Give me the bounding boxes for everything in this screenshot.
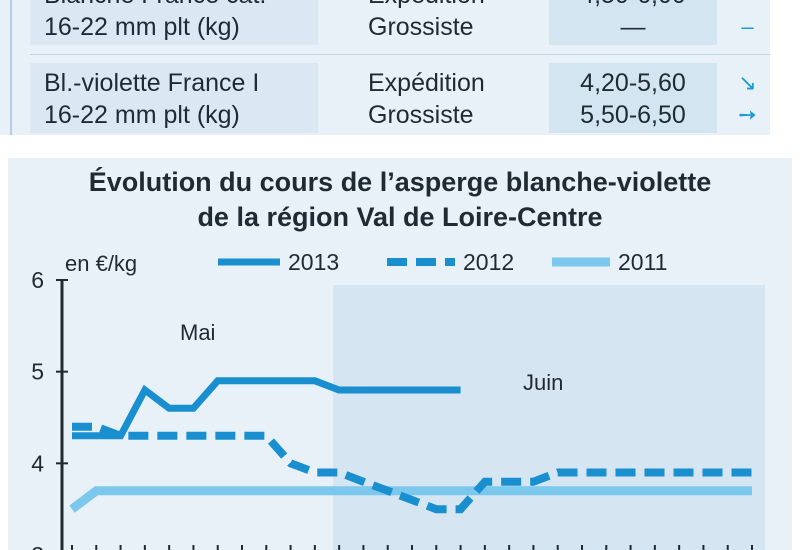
price-value: 4,50-6,00 xyxy=(549,0,717,11)
y-axis-label: en €/kg xyxy=(65,251,137,276)
row-divider xyxy=(30,54,770,55)
product-cell: Blanche France cat. 16-22 mm plt (kg) xyxy=(30,0,318,45)
period-label-juin: Juin xyxy=(523,370,563,395)
trend-cell: ↘ ➙ xyxy=(725,63,770,133)
series-line-2011 xyxy=(69,486,752,513)
table-row: Blanche France cat. 16-22 mm plt (kg) Ex… xyxy=(0,0,770,45)
table-left-edge xyxy=(10,0,12,135)
trend-dash-icon: – xyxy=(741,14,754,39)
y-tick-label: 5 xyxy=(31,359,44,385)
series-line-2012 xyxy=(72,422,752,514)
price-value: — xyxy=(620,13,646,41)
stage-cell: Expédition Grossiste xyxy=(330,0,540,45)
series-line-2013 xyxy=(72,377,461,440)
stage-label: Grossiste xyxy=(368,101,474,129)
price-cell: 4,20-5,60 5,50-6,50 xyxy=(549,63,717,133)
chart-title-line: de la région Val de Loire-Centre xyxy=(197,202,603,232)
trend-arrow-icon: ➙ xyxy=(738,102,757,127)
y-tick-label: 4 xyxy=(31,450,44,476)
price-value: 5,50-6,50 xyxy=(580,101,686,129)
product-caliber: 16-22 mm plt (kg) xyxy=(44,13,240,41)
table-row: Bl.-violette France I 16-22 mm plt (kg) … xyxy=(0,63,770,133)
stage-label: Expédition xyxy=(368,69,485,97)
product-caliber: 16-22 mm plt (kg) xyxy=(44,101,240,129)
chart-title-line: Évolution du cours de l’asperge blanche-… xyxy=(88,167,712,197)
price-cell: 4,50-6,00 — xyxy=(549,0,717,45)
trend-cell: ➙ – xyxy=(725,0,770,45)
chart-title: Évolution du cours de l’asperge blanche-… xyxy=(0,165,800,235)
price-value: 4,20-5,60 xyxy=(580,69,686,97)
legend-label-2012: 2012 xyxy=(463,249,514,275)
y-tick-label: 3 xyxy=(31,542,44,550)
stage-cell: Expédition Grossiste xyxy=(330,63,540,133)
stage-label: Expédition xyxy=(368,0,540,11)
period-band-juin xyxy=(333,285,765,550)
y-tick-label: 6 xyxy=(31,267,44,293)
trend-arrow-icon: ➙ xyxy=(725,0,770,11)
legend-label-2013: 2013 xyxy=(288,249,339,275)
product-name: Blanche France cat. xyxy=(44,0,318,11)
product-name: Bl.-violette France I xyxy=(44,69,260,97)
legend-label-2011: 2011 xyxy=(618,249,667,275)
stage-label: Grossiste xyxy=(368,13,474,41)
period-label-mai: Mai xyxy=(180,320,215,345)
product-cell: Bl.-violette France I 16-22 mm plt (kg) xyxy=(30,63,318,133)
trend-down-arrow-icon: ↘ xyxy=(738,70,757,95)
